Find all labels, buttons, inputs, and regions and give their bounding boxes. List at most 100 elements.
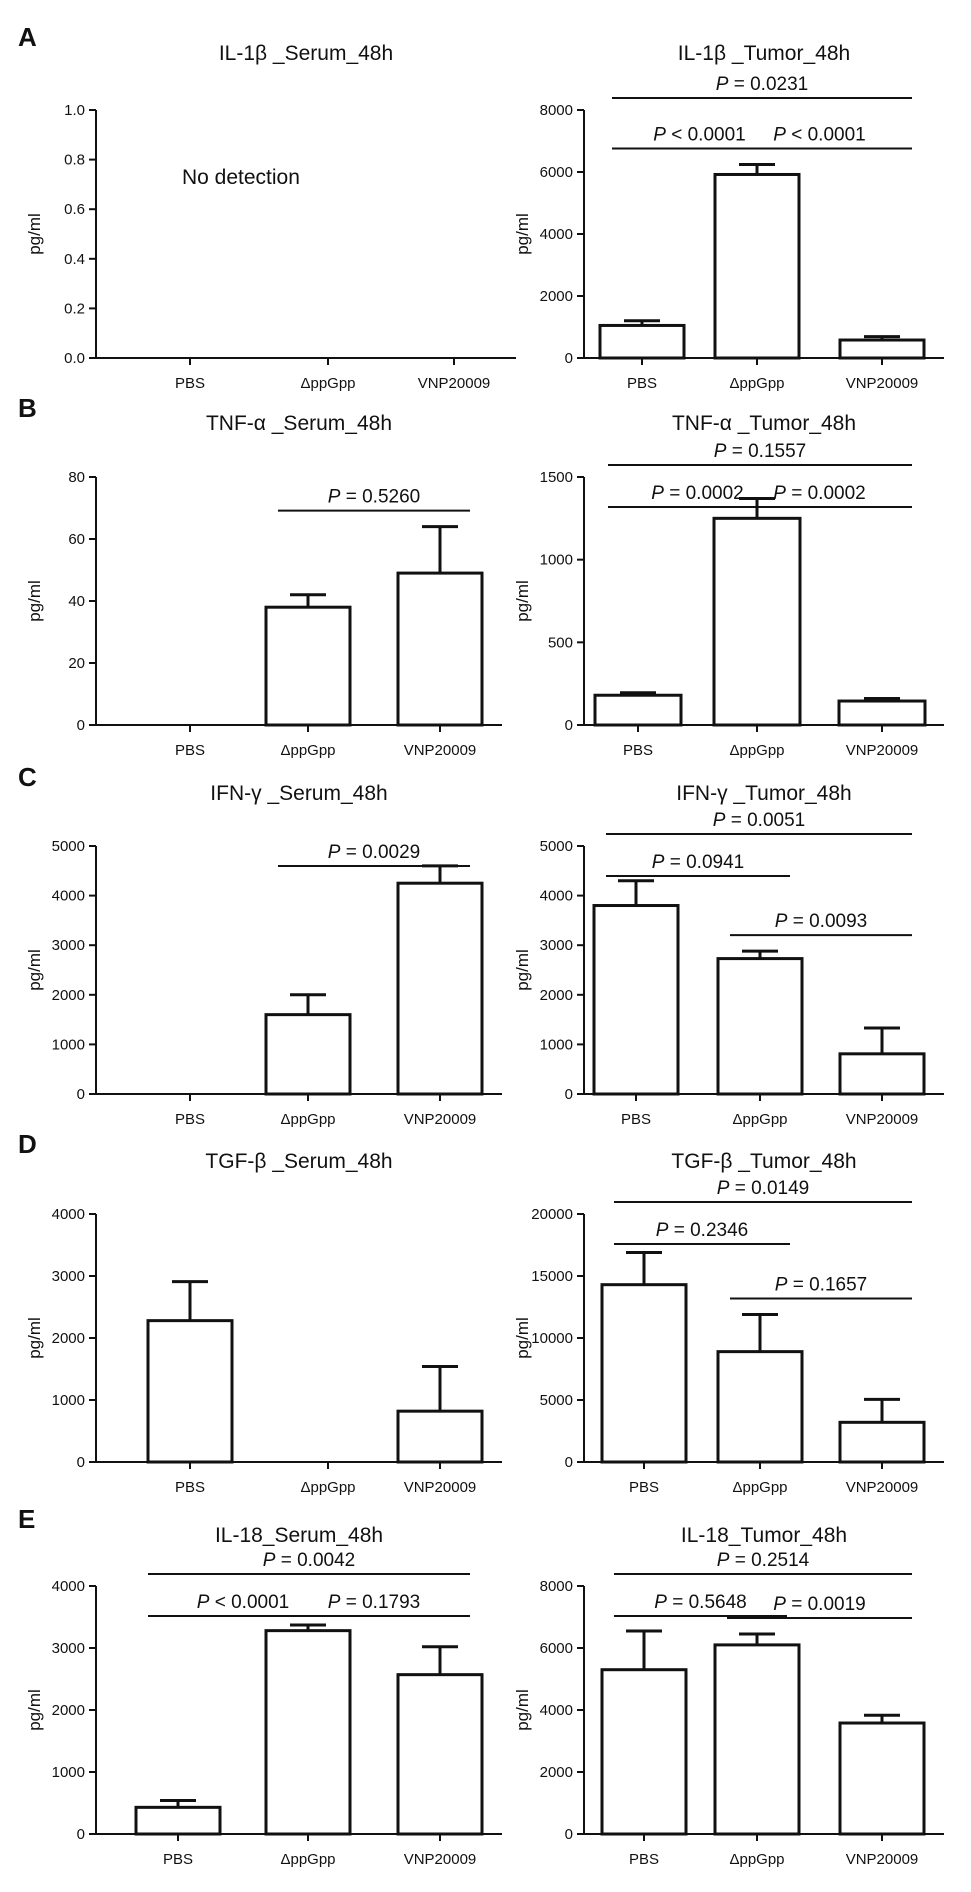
category-label: PBS — [163, 1851, 193, 1868]
category-label: ΔppGpp — [280, 1111, 335, 1128]
chart-1: IL-1β _Serum_48h 0.0 0.2 0.4 0.6 0.8 1.0 pg/ml P… — [25, 42, 516, 392]
category-label: PBS — [621, 1111, 651, 1128]
category-label: VNP20009 — [846, 1111, 919, 1128]
chart-10: IL-18_Tumor_48h 0 2000 4000 6000 8000 pg/ml PBS… — [513, 1524, 944, 1868]
y-tick-label: 6000 — [540, 164, 573, 181]
y-tick-label: 500 — [548, 634, 573, 651]
p-value-label: P = 0.0231 — [716, 74, 808, 95]
category-label: ΔppGpp — [300, 1479, 355, 1496]
y-tick-label: 0.4 — [64, 251, 85, 268]
p-value-label: P = 0.1793 — [328, 1592, 420, 1613]
bar — [592, 904, 680, 1096]
chart-6: IFN-γ _Tumor_48h 0 1000 2000 3000 4000 5000 pg/… — [513, 782, 944, 1128]
y-tick-label: 80 — [68, 469, 85, 486]
p-value-label: P = 0.0019 — [773, 1594, 865, 1615]
p-value-label: P = 0.0051 — [713, 810, 805, 831]
category-label: PBS — [175, 1111, 205, 1128]
category-label: ΔppGpp — [732, 1111, 787, 1128]
p-value-label: P = 0.0941 — [652, 852, 744, 873]
y-axis-label: pg/ml — [25, 580, 44, 622]
chart-title: TGF-β _Tumor_48h — [671, 1150, 856, 1173]
p-value-label: P = 0.0149 — [717, 1178, 809, 1199]
y-axis-label: pg/ml — [513, 949, 532, 991]
y-tick-label: 6000 — [540, 1640, 573, 1657]
y-axis-label: pg/ml — [25, 1317, 44, 1359]
chart-title: IFN-γ _Serum_48h — [210, 782, 387, 805]
p-value-label: P = 0.2514 — [717, 1550, 810, 1571]
bar — [146, 1319, 234, 1464]
p-value-label: P = 0.0002 — [651, 483, 743, 504]
category-label: ΔppGpp — [280, 742, 335, 759]
p-value-label: P < 0.0001 — [653, 125, 745, 146]
p-value-label: P = 0.5260 — [328, 487, 420, 508]
y-tick-label: 4000 — [540, 1702, 573, 1719]
category-label: ΔppGpp — [729, 375, 784, 392]
p-value-label: P = 0.5648 — [654, 1592, 746, 1613]
category-label: VNP20009 — [404, 1111, 477, 1128]
bar — [713, 1643, 801, 1836]
category-label: VNP20009 — [846, 742, 919, 759]
y-tick-label: 2000 — [540, 1764, 573, 1781]
category-label: VNP20009 — [846, 1851, 919, 1868]
y-tick-label: 5000 — [540, 838, 573, 855]
y-tick-label: 3000 — [540, 937, 573, 954]
bar — [713, 172, 801, 360]
bar — [264, 605, 352, 727]
y-tick-label: 0.6 — [64, 201, 85, 218]
bar — [600, 1283, 688, 1464]
y-tick-label: 4000 — [52, 1206, 85, 1223]
chart-7: TGF-β _Serum_48h 0 1000 2000 3000 4000 pg/ml PB… — [25, 1150, 502, 1496]
p-value-label: P < 0.0001 — [773, 125, 865, 146]
y-tick-label: 40 — [68, 593, 85, 610]
y-tick-label: 2000 — [52, 1702, 85, 1719]
chart-3: TNF-α _Serum_48h 0 20 40 60 80 pg/ml PBS ΔppGpp V… — [25, 412, 502, 759]
p-value-label: P = 0.0042 — [263, 1550, 355, 1571]
category-label: ΔppGpp — [300, 375, 355, 392]
category-label: VNP20009 — [846, 1479, 919, 1496]
category-label: PBS — [629, 1851, 659, 1868]
y-tick-label: 0.8 — [64, 152, 85, 169]
bar — [396, 881, 484, 1096]
y-tick-label: 4000 — [540, 888, 573, 905]
chart-title: IL-18_Tumor_48h — [681, 1524, 847, 1547]
bar — [600, 1668, 688, 1836]
chart-8: TGF-β _Tumor_48h 0 5000 10000 15000 20000 pg/m… — [513, 1150, 944, 1496]
chart-title: TNF-α _Serum_48h — [206, 412, 392, 435]
category-label: VNP20009 — [404, 1479, 477, 1496]
y-axis-label: pg/ml — [513, 213, 532, 255]
category-label: PBS — [627, 375, 657, 392]
p-value-label: P = 0.1557 — [714, 441, 806, 462]
bar — [593, 693, 683, 727]
chart-title: IL-18_Serum_48h — [215, 1524, 383, 1547]
y-tick-label: 8000 — [540, 1578, 573, 1595]
chart-5: IFN-γ _Serum_48h 0 1000 2000 3000 4000 5000 pg/… — [25, 782, 502, 1128]
y-tick-label: 0 — [565, 717, 573, 734]
bar — [396, 1409, 484, 1464]
panel-letter-d: D — [18, 1129, 37, 1159]
bar — [716, 1350, 804, 1464]
bar — [598, 323, 686, 360]
y-tick-label: 2000 — [52, 1330, 85, 1347]
y-tick-label: 1.0 — [64, 102, 85, 119]
category-label: VNP20009 — [418, 375, 491, 392]
y-tick-label: 20000 — [531, 1206, 573, 1223]
y-axis-label: pg/ml — [25, 213, 44, 255]
bar — [264, 1013, 352, 1096]
bar — [396, 571, 484, 727]
y-tick-label: 1500 — [540, 469, 573, 486]
chart-title: IL-1β _Serum_48h — [219, 42, 393, 65]
y-axis-label: pg/ml — [513, 580, 532, 622]
bar — [396, 1673, 484, 1836]
bar — [838, 338, 926, 360]
category-label: ΔppGpp — [280, 1851, 335, 1868]
y-tick-label: 8000 — [540, 102, 573, 119]
bar — [712, 516, 802, 727]
y-tick-label: 4000 — [540, 226, 573, 243]
bar — [838, 1420, 926, 1464]
y-tick-label: 0 — [565, 1086, 573, 1103]
y-tick-label: 1000 — [540, 1036, 573, 1053]
y-axis-label: pg/ml — [513, 1317, 532, 1359]
y-tick-label: 2000 — [52, 987, 85, 1004]
y-tick-label: 3000 — [52, 1640, 85, 1657]
